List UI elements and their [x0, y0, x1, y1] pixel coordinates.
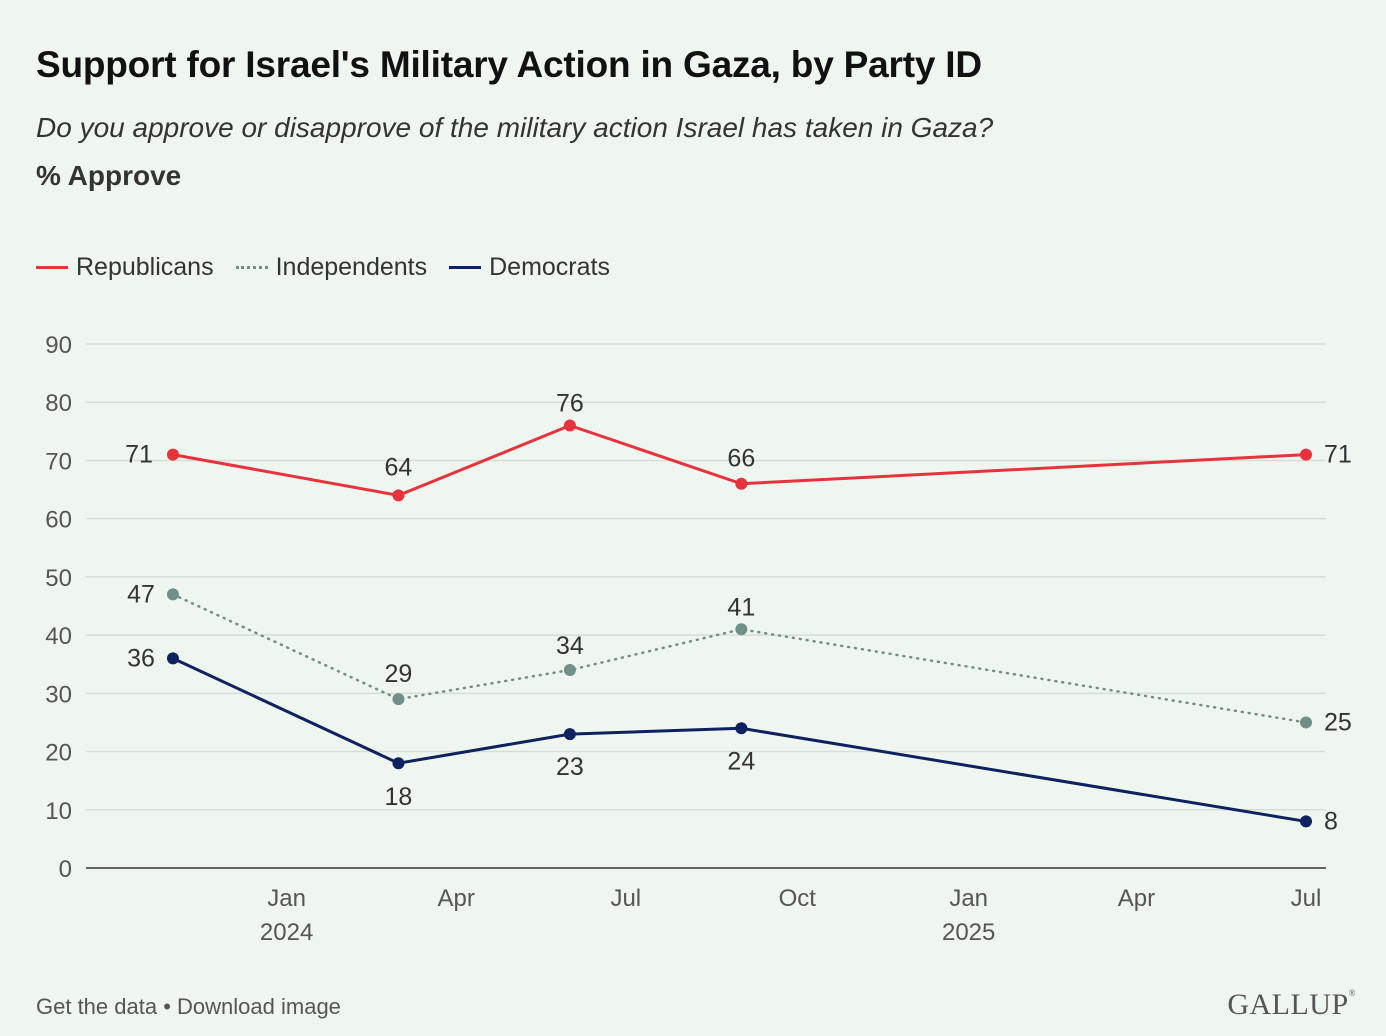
- x-tick-label-3: Oct: [779, 885, 817, 912]
- data-label-democrats-1: 18: [385, 783, 413, 811]
- data-label-republicans-0: 71: [125, 441, 153, 469]
- data-point-independents-2: [563, 664, 576, 677]
- legend-swatch-independents: [235, 265, 268, 269]
- x-tick-label-5: Apr: [1118, 885, 1155, 912]
- y-tick-label-0: 0: [59, 856, 72, 883]
- footer-separator: •: [163, 994, 171, 1019]
- data-label-democrats-0: 36: [127, 644, 155, 672]
- data-point-republicans-3: [735, 477, 748, 490]
- legend-item-democrats: Democrats: [449, 253, 610, 282]
- legend-label-republicans: Republicans: [76, 252, 214, 281]
- y-tick-label-90: 90: [45, 332, 72, 359]
- x-tick-label-1: Apr: [438, 885, 475, 912]
- gallup-wordmark: GALLUP: [1227, 988, 1349, 1021]
- x-tick-label-0: Jan: [267, 885, 306, 912]
- x-tick-label-2: Jul: [610, 885, 641, 912]
- y-tick-label-80: 80: [45, 390, 72, 417]
- legend-swatch-republicans: [36, 265, 68, 269]
- series-line-democrats: [171, 656, 1308, 823]
- registered-mark: ®: [1348, 988, 1356, 998]
- y-tick-label-20: 20: [45, 740, 72, 767]
- legend-label-independents: Independents: [275, 252, 428, 281]
- get-data-link[interactable]: Get the data: [36, 994, 158, 1019]
- data-point-republicans-0: [166, 448, 179, 461]
- data-label-republicans-1: 64: [385, 453, 413, 481]
- data-point-democrats-3: [735, 722, 748, 735]
- legend-item-republicans: Republicans: [36, 253, 214, 282]
- data-label-democrats-2: 23: [556, 753, 584, 781]
- x-tick-year-0: 2024: [260, 919, 313, 946]
- data-point-independents-1: [392, 693, 405, 706]
- legend: Republicans Independents Democrats: [36, 250, 632, 284]
- data-point-democrats-0: [166, 652, 179, 665]
- data-point-democrats-2: [563, 728, 576, 741]
- chart-subtitle: Do you approve or disapprove of the mili…: [36, 112, 994, 143]
- legend-swatch-democrats: [449, 265, 482, 269]
- data-label-democrats-3: 24: [727, 747, 755, 775]
- x-tick-label-4: Jan: [949, 885, 988, 912]
- download-image-link[interactable]: Download image: [177, 994, 341, 1019]
- data-label-republicans-2: 76: [556, 390, 584, 418]
- data-label-republicans-3: 66: [727, 445, 755, 473]
- measure-label: % Approve: [36, 160, 182, 191]
- x-tick-label-6: Jul: [1291, 885, 1322, 912]
- data-point-independents-4: [1300, 716, 1312, 729]
- data-label-independents-0: 47: [127, 580, 155, 608]
- data-point-democrats-1: [392, 757, 405, 770]
- legend-item-independents: Independents: [235, 252, 428, 282]
- data-label-independents-4: 25: [1324, 708, 1352, 736]
- data-point-republicans-4: [1300, 448, 1312, 461]
- data-point-republicans-1: [392, 489, 405, 502]
- data-point-democrats-4: [1300, 815, 1312, 828]
- data-label-independents-3: 41: [727, 593, 755, 621]
- y-tick-label-60: 60: [45, 507, 72, 534]
- data-label-democrats-4: 8: [1324, 807, 1338, 835]
- gallup-logo: GALLUP®: [1227, 988, 1356, 1022]
- legend-label-democrats: Democrats: [489, 252, 610, 281]
- chart-title: Support for Israel's Military Action in …: [36, 44, 982, 85]
- y-tick-label-40: 40: [45, 623, 72, 650]
- data-label-republicans-4: 71: [1324, 441, 1352, 469]
- x-tick-year-4: 2025: [942, 919, 995, 946]
- data-point-republicans-2: [563, 419, 576, 432]
- data-label-independents-1: 29: [385, 660, 413, 688]
- y-tick-label-30: 30: [45, 681, 72, 708]
- data-label-independents-2: 34: [556, 632, 584, 660]
- y-tick-label-10: 10: [45, 798, 72, 825]
- y-tick-label-50: 50: [45, 565, 72, 592]
- y-tick-label-70: 70: [45, 448, 72, 475]
- data-point-independents-0: [166, 588, 179, 601]
- data-point-independents-3: [735, 623, 748, 636]
- footer-links: Get the data • Download image: [36, 994, 341, 1020]
